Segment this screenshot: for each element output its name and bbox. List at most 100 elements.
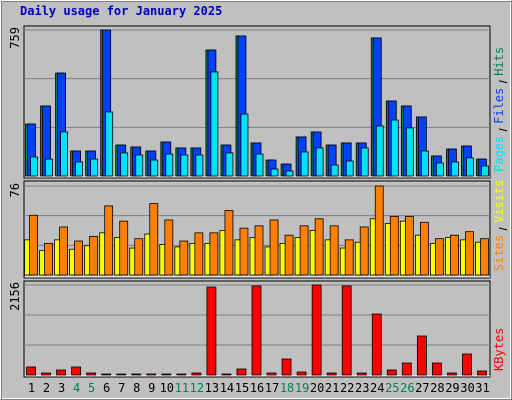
- bar: [450, 234, 459, 276]
- bar: [269, 219, 279, 276]
- bar: [315, 147, 324, 177]
- bar: [74, 240, 84, 276]
- legend-separator: [498, 227, 508, 231]
- y-tick-label: 2156: [8, 282, 22, 311]
- bar: [451, 161, 459, 177]
- bar: [224, 210, 234, 276]
- x-tick-label: 18: [280, 381, 294, 395]
- bar: [45, 158, 53, 177]
- bar: [120, 152, 129, 177]
- chart-title: Daily usage for January 2025: [20, 4, 222, 18]
- bar: [360, 147, 369, 177]
- bar: [251, 285, 262, 376]
- bar: [447, 372, 457, 376]
- bar: [356, 372, 367, 376]
- x-tick-label: 21: [325, 381, 339, 395]
- x-tick-label: 5: [88, 381, 95, 395]
- bar: [284, 234, 294, 276]
- x-tick-label: 4: [73, 381, 80, 395]
- x-tick-label: 13: [205, 381, 219, 395]
- bar: [435, 162, 444, 177]
- bar: [390, 119, 399, 177]
- x-tick-label: 27: [415, 381, 429, 395]
- bar: [89, 235, 99, 276]
- x-tick-label: 31: [475, 381, 489, 395]
- bar: [480, 238, 489, 276]
- bar: [389, 216, 399, 276]
- bar: [164, 219, 174, 276]
- bar: [135, 154, 144, 177]
- x-tick-label: 26: [400, 381, 414, 395]
- bar: [221, 373, 232, 376]
- x-tick-label: 2: [43, 381, 50, 395]
- bar: [300, 151, 309, 177]
- bar: [131, 373, 142, 376]
- bar: [404, 216, 414, 276]
- bar: [239, 227, 249, 276]
- bar: [225, 152, 234, 177]
- x-tick-label: 16: [250, 381, 264, 395]
- legend-separator: [498, 128, 508, 132]
- bar: [329, 225, 339, 276]
- bar: [119, 220, 129, 276]
- bar: [431, 362, 442, 376]
- x-tick-label: 28: [430, 381, 444, 395]
- x-tick-label: 17: [265, 381, 279, 395]
- y-tick-label: 76: [8, 183, 22, 197]
- bar: [359, 226, 369, 276]
- bar: [29, 214, 38, 276]
- bar: [296, 371, 307, 376]
- bar: [56, 369, 66, 376]
- bar: [281, 358, 292, 376]
- legend-entry: Visits: [492, 180, 506, 223]
- bar: [209, 232, 219, 276]
- x-tick-label: 19: [295, 381, 309, 395]
- bar: [401, 362, 412, 376]
- legend-separator: [498, 80, 508, 84]
- x-tick-label: 29: [445, 381, 459, 395]
- bar: [434, 238, 444, 276]
- bar: [255, 153, 264, 177]
- bar: [462, 353, 472, 376]
- bar: [416, 335, 427, 376]
- bar: [254, 225, 264, 276]
- bar: [299, 225, 309, 276]
- bar: [374, 185, 384, 276]
- legend-entry: Sites: [492, 235, 506, 271]
- x-tick-label: 30: [460, 381, 474, 395]
- x-tick-label: 8: [133, 381, 140, 395]
- bar: [60, 131, 68, 177]
- bar: [41, 372, 51, 376]
- bar: [104, 205, 114, 276]
- bar: [466, 157, 474, 177]
- bar: [44, 242, 53, 276]
- bar: [371, 313, 382, 376]
- bar: [176, 373, 187, 376]
- y-tick-label: 759: [8, 27, 22, 49]
- legend-entry: Pages: [492, 136, 506, 172]
- bar: [481, 165, 489, 177]
- bar: [311, 284, 322, 376]
- bar: [146, 373, 157, 376]
- bar: [180, 154, 189, 177]
- x-tick-label: 1: [28, 381, 35, 395]
- bar: [375, 125, 384, 177]
- bar: [345, 160, 354, 177]
- bar: [206, 286, 217, 376]
- bar: [195, 154, 204, 177]
- bar: [179, 240, 189, 276]
- legend-entry: Hits: [492, 47, 506, 76]
- bar: [344, 239, 354, 276]
- bar: [105, 111, 114, 177]
- x-tick-label: 25: [385, 381, 399, 395]
- bar: [210, 71, 219, 177]
- bar: [194, 232, 204, 276]
- x-tick-label: 15: [235, 381, 249, 395]
- bar: [266, 372, 277, 376]
- bar: [240, 113, 249, 177]
- bar: [314, 218, 324, 276]
- bar: [165, 153, 174, 177]
